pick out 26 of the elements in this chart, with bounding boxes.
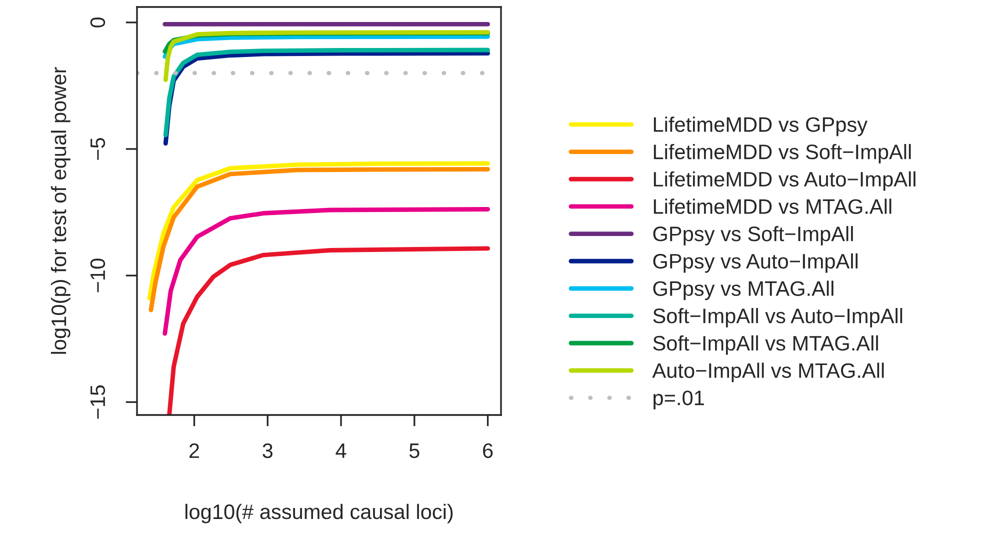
legend-label: GPpsy vs Auto−ImpAll — [653, 253, 858, 273]
legend-label: p=.01 — [654, 390, 704, 410]
line-series — [162, 207, 490, 336]
x-tick-label: 4 — [336, 444, 346, 458]
x-tick-label: 5 — [409, 444, 420, 458]
x-axis-title: log10(# assumed causal loci) — [186, 504, 453, 524]
legend-label: Soft−ImpAll vs MTAG.All — [653, 335, 878, 355]
legend-label: GPpsy vs MTAG.All — [653, 280, 834, 300]
legend-label: LifetimeMDD vs GPpsy — [654, 116, 868, 136]
x-tick-label: 3 — [262, 443, 273, 458]
y-tick-label: 0 — [90, 17, 106, 28]
line-series — [162, 34, 490, 59]
x-tick-label: 6 — [483, 443, 493, 458]
legend-label: Auto−ImpAll vs MTAG.All — [652, 362, 884, 382]
legend-label: Soft−ImpAll vs Auto−ImpAll — [653, 308, 902, 328]
legend-label: GPpsy vs Soft−ImpAll — [653, 226, 853, 246]
x-tick-label: 2 — [189, 443, 199, 458]
y-tick-label: −5 — [90, 138, 106, 160]
y-tick-label: −15 — [90, 385, 106, 419]
legend-label: LifetimeMDD vs MTAG.All — [654, 198, 892, 214]
y-tick-label: −10 — [90, 258, 106, 292]
y-axis-title: log10(p) for test of equal power — [50, 67, 70, 354]
legend-label: LifetimeMDD vs Soft−ImpAll — [654, 144, 911, 164]
line-series — [167, 246, 490, 415]
line-series — [163, 30, 490, 82]
legend-label: LifetimeMDD vs Auto−ImpAll — [654, 171, 916, 191]
